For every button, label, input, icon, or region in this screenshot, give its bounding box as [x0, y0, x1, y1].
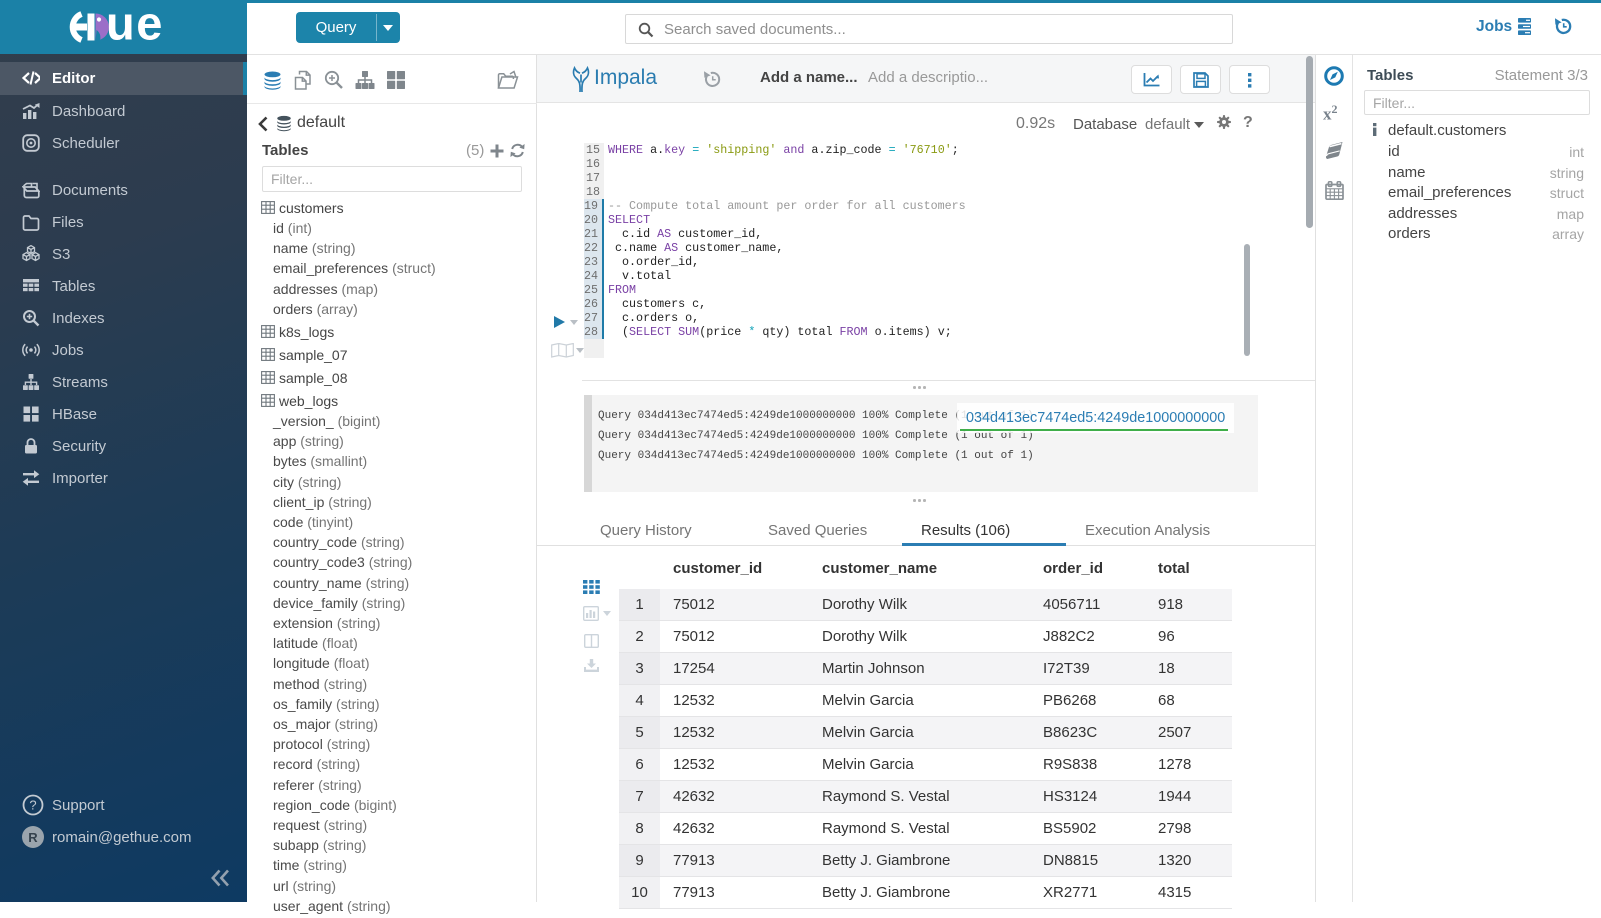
- svg-text:?: ?: [29, 798, 36, 813]
- svg-text:ue: ue: [106, 0, 164, 50]
